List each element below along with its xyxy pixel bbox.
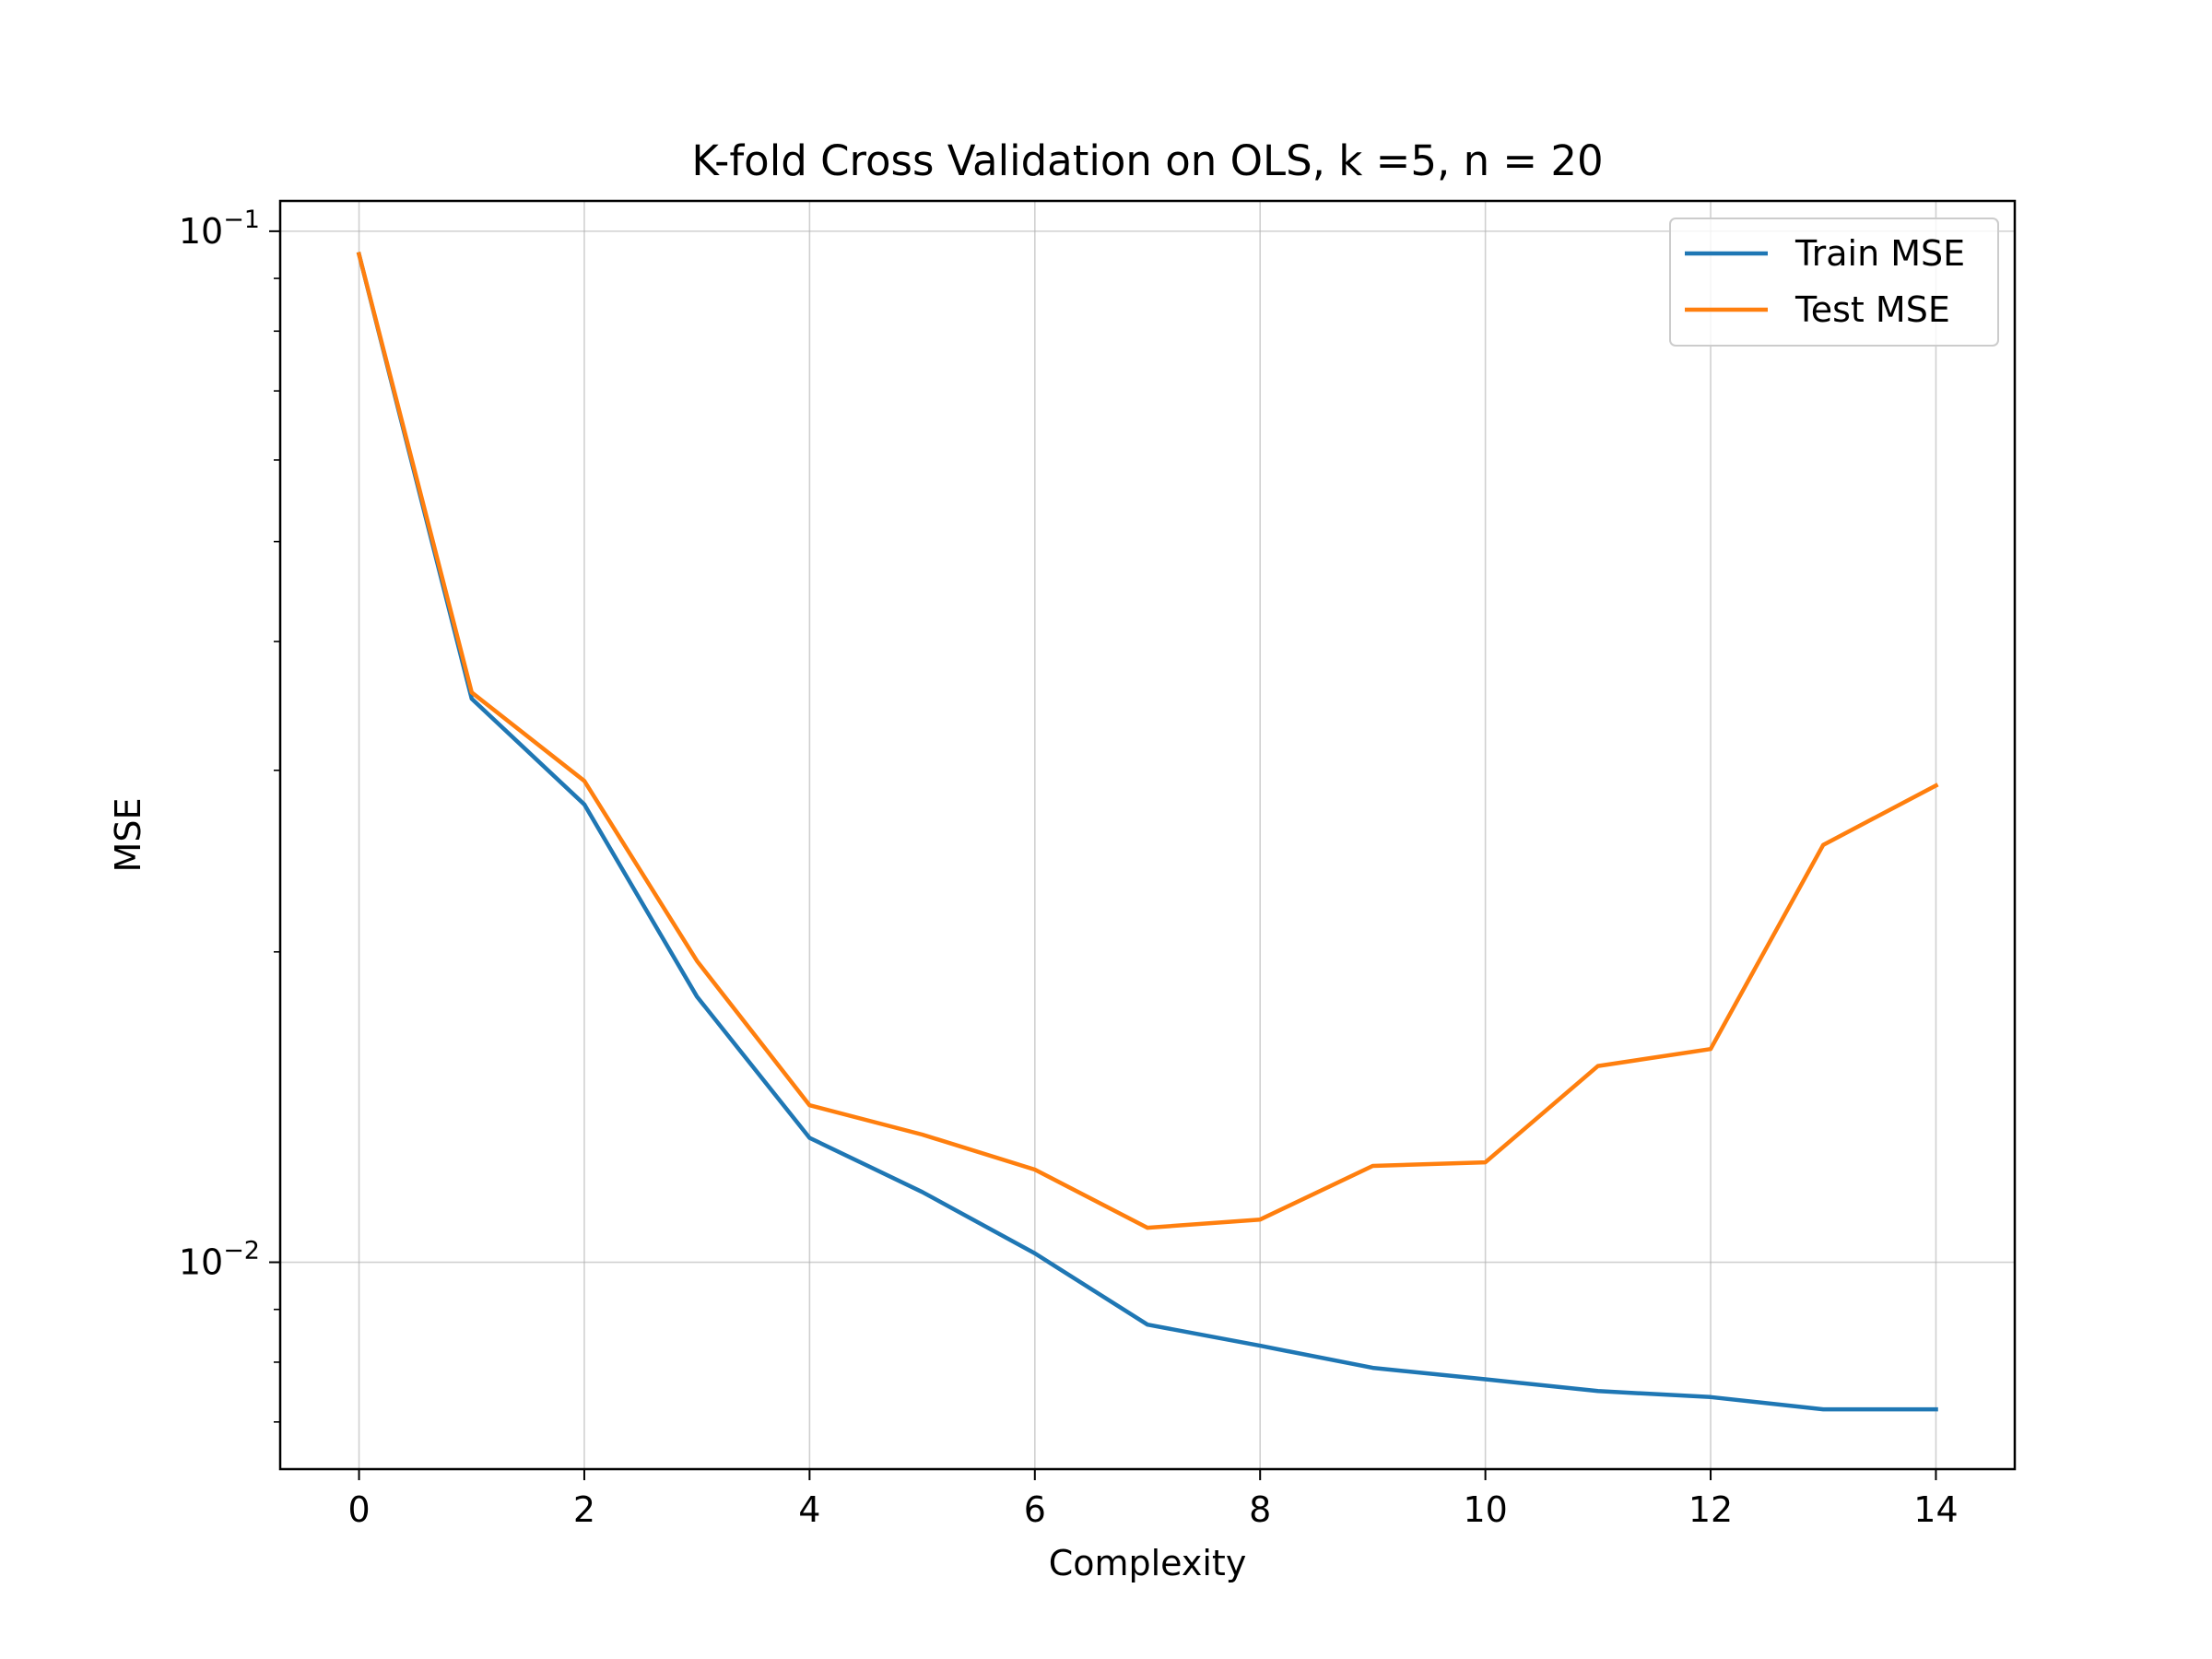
y-tick-base: 10 [179,211,223,252]
x-tick-label: 8 [1249,1489,1271,1530]
x-tick-label: 6 [1024,1489,1046,1530]
legend-label: Test MSE [1794,289,1950,330]
y-tick-exponent: −1 [223,206,260,234]
y-tick-base: 10 [179,1242,223,1283]
x-tick-label: 4 [798,1489,820,1530]
y-axis-label: MSE [108,798,148,873]
x-tick-label: 14 [1913,1489,1958,1530]
legend-label: Train MSE [1794,233,1965,274]
chart-title: K-fold Cross Validation on OLS, k =5, n … [691,136,1603,185]
x-tick-label: 12 [1688,1489,1733,1530]
x-axis-label: Complexity [1049,1543,1247,1583]
x-tick-label: 0 [347,1489,370,1530]
x-tick-label: 10 [1463,1489,1507,1530]
x-tick-label: 2 [573,1489,595,1530]
legend: Train MSE Test MSE [1670,218,1998,346]
y-tick-exponent: −2 [223,1237,260,1265]
